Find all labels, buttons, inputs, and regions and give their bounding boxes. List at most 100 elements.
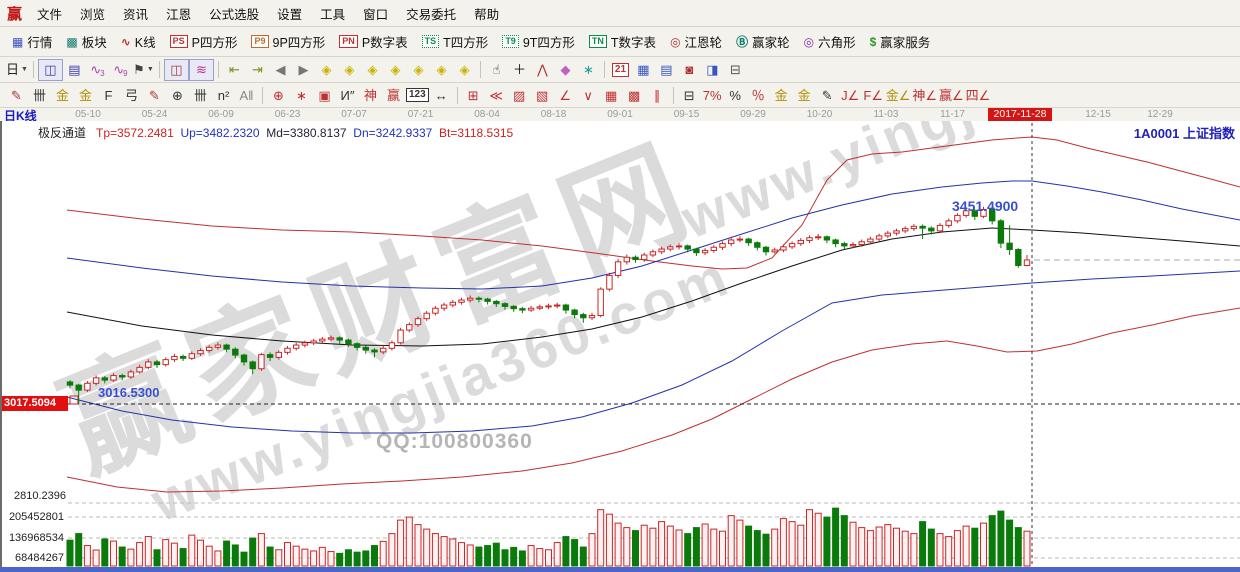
view-tool-icon[interactable]: ◫ <box>163 58 189 81</box>
menu-item-交易委托[interactable]: 交易委托 <box>406 7 457 22</box>
draw-tool-icon[interactable]: ▣ <box>313 85 336 105</box>
candle-body <box>910 225 918 230</box>
draw-tool-icon[interactable]: 金∠ <box>885 85 912 105</box>
draw-tool-icon[interactable]: 123 <box>405 85 430 105</box>
view-tool-icon[interactable]: ◆ <box>554 60 577 80</box>
view-tool-icon[interactable]: ◫ <box>37 58 63 81</box>
draw-tool-icon[interactable]: ✎ <box>816 85 839 105</box>
draw-tool-icon[interactable]: ∥ <box>646 85 669 105</box>
draw-tool-icon[interactable]: 卌 <box>28 85 51 105</box>
view-tool-icon[interactable]: ◈ <box>407 60 430 80</box>
view-tool-icon[interactable]: ▦ <box>632 60 655 80</box>
draw-tool-icon[interactable]: ≪ <box>485 85 508 105</box>
draw-tool-icon[interactable]: 神 <box>359 85 382 105</box>
toolbar-button-江恩轮[interactable]: ◎ 江恩轮 <box>663 29 729 54</box>
draw-tool-icon[interactable]: 卌 <box>189 85 212 105</box>
toolbar-button-T数字表[interactable]: TN T数字表 <box>582 29 663 54</box>
toolbar-button-K线[interactable]: ∿ K线 <box>114 29 163 54</box>
view-tool-icon[interactable]: ◈ <box>315 60 338 80</box>
view-tool-icon[interactable]: ◈ <box>384 60 407 80</box>
view-tool-icon[interactable]: ⚑ ▼ <box>132 60 155 80</box>
draw-tool-icon[interactable]: ▦ <box>600 85 623 105</box>
menu-item-帮助[interactable]: 帮助 <box>474 7 500 22</box>
draw-tool-icon[interactable]: И″ <box>336 85 359 105</box>
draw-tool-icon[interactable]: 金 <box>74 85 97 105</box>
draw-tool-icon[interactable]: % <box>724 85 747 105</box>
draw-tool-icon[interactable]: ∨ <box>577 85 600 105</box>
draw-tool-icon[interactable]: 赢 <box>382 85 405 105</box>
view-tool-icon[interactable]: ◈ <box>338 60 361 80</box>
draw-tool-icon[interactable]: ％ <box>747 85 770 105</box>
draw-tool-icon[interactable]: A‖ <box>235 85 258 105</box>
menu-item-江恩[interactable]: 江恩 <box>166 7 192 22</box>
view-tool-icon[interactable]: ⇤ <box>223 60 246 80</box>
toolbar-button-赢家轮[interactable]: Ⓑ 赢家轮 <box>729 29 797 54</box>
draw-tool-icon[interactable]: ⊕ <box>267 85 290 105</box>
chart-canvas[interactable] <box>2 121 1240 567</box>
draw-tool-icon[interactable]: J∠ <box>839 85 862 105</box>
toolbar-button-9P四方形[interactable]: P9 9P四方形 <box>244 29 332 54</box>
menu-item-资讯[interactable]: 资讯 <box>123 7 149 22</box>
toolbar-button-赢家服务[interactable]: $ 赢家服务 <box>863 29 938 54</box>
view-tool-icon[interactable]: ◈ <box>361 60 384 80</box>
menu-item-设置[interactable]: 设置 <box>277 7 303 22</box>
view-tool-icon[interactable]: ∗ <box>577 60 600 80</box>
toolbar-button-icon: ◎ <box>670 34 681 49</box>
draw-tool-icon[interactable]: 金 <box>770 85 793 105</box>
view-tool-icon[interactable]: ▤ <box>655 60 678 80</box>
candle-body <box>641 254 648 261</box>
menu-item-浏览[interactable]: 浏览 <box>80 7 106 22</box>
view-tool-icon[interactable]: ◈ <box>453 60 476 80</box>
draw-tool-icon[interactable]: ✎ <box>143 85 166 105</box>
candle-body <box>119 375 126 378</box>
draw-tool-icon[interactable]: ↔ <box>430 85 453 105</box>
draw-tool-icon[interactable]: 四∠ <box>965 85 992 105</box>
menu-item-文件[interactable]: 文件 <box>37 7 63 22</box>
draw-tool-icon[interactable]: ▩ <box>623 85 646 105</box>
draw-tool-icon[interactable]: ⊕ <box>166 85 189 105</box>
view-tool-icon[interactable]: 日 ▼ <box>5 60 29 80</box>
toolbar-button-板块[interactable]: ▩ 板块 <box>59 29 113 54</box>
view-tool-icon[interactable]: 21 <box>609 60 632 80</box>
toolbar-button-六角形[interactable]: ◎ 六角形 <box>797 29 863 54</box>
draw-tool-icon[interactable]: 金 <box>51 85 74 105</box>
view-tool-icon[interactable]: ∿ 9 <box>109 60 132 80</box>
view-tool-icon[interactable]: ◙ <box>678 60 701 80</box>
view-tool-icon[interactable]: ⇥ <box>246 60 269 80</box>
draw-tool-icon[interactable]: ▧ <box>531 85 554 105</box>
draw-tool-icon[interactable]: ∠ <box>554 85 577 105</box>
draw-tool-icon[interactable]: n² <box>212 85 235 105</box>
menu-item-窗口[interactable]: 窗口 <box>363 7 389 22</box>
draw-tool-icon[interactable]: 弓 <box>120 85 143 105</box>
menu-item-工具[interactable]: 工具 <box>320 7 346 22</box>
view-tool-icon[interactable]: ⊟ <box>724 60 747 80</box>
draw-tool-icon[interactable]: ⊞ <box>462 85 485 105</box>
chart-panel[interactable]: 赢家财富网 www.yingjia360.com www.yingjia360.… <box>0 121 1240 567</box>
view-tool-icon[interactable]: ⋀ <box>531 60 554 80</box>
draw-tool-icon[interactable]: 神∠ <box>911 85 938 105</box>
view-tool-icon[interactable]: ∿ 3 <box>86 60 109 80</box>
view-tool-icon[interactable]: ☝ <box>485 60 508 80</box>
toolbar-button-9T四方形[interactable]: T9 9T四方形 <box>495 29 582 54</box>
draw-tool-icon[interactable]: 金 <box>793 85 816 105</box>
view-tool-icon[interactable]: ◨ <box>701 60 724 80</box>
draw-tool-icon[interactable]: F <box>97 85 120 105</box>
menu-item-公式选股[interactable]: 公式选股 <box>209 7 260 22</box>
toolbar-button-P四方形[interactable]: PS P四方形 <box>163 29 245 54</box>
view-tool-icon[interactable]: ◀ <box>269 60 292 80</box>
view-tool-icon[interactable]: ＋ <box>508 60 531 80</box>
view-tool-icon[interactable]: ≋ <box>188 58 214 81</box>
toolbar-button-T四方形[interactable]: TS T四方形 <box>415 29 496 54</box>
view-tool-icon[interactable]: ▶ <box>292 60 315 80</box>
draw-tool-icon[interactable]: 7% <box>701 85 724 105</box>
draw-tool-icon[interactable]: ∗ <box>290 85 313 105</box>
draw-tool-icon[interactable]: F∠ <box>862 85 885 105</box>
view-tool-icon[interactable]: ▤ <box>63 60 86 80</box>
toolbar-button-行情[interactable]: ▦ 行情 <box>5 29 59 54</box>
draw-tool-icon[interactable]: ▨ <box>508 85 531 105</box>
toolbar-button-P数字表[interactable]: PN P数字表 <box>332 29 414 54</box>
view-tool-icon[interactable]: ◈ <box>430 60 453 80</box>
draw-tool-icon[interactable]: ✎ <box>5 85 28 105</box>
draw-tool-icon[interactable]: 赢∠ <box>938 85 965 105</box>
draw-tool-icon[interactable]: ⊟ <box>678 85 701 105</box>
